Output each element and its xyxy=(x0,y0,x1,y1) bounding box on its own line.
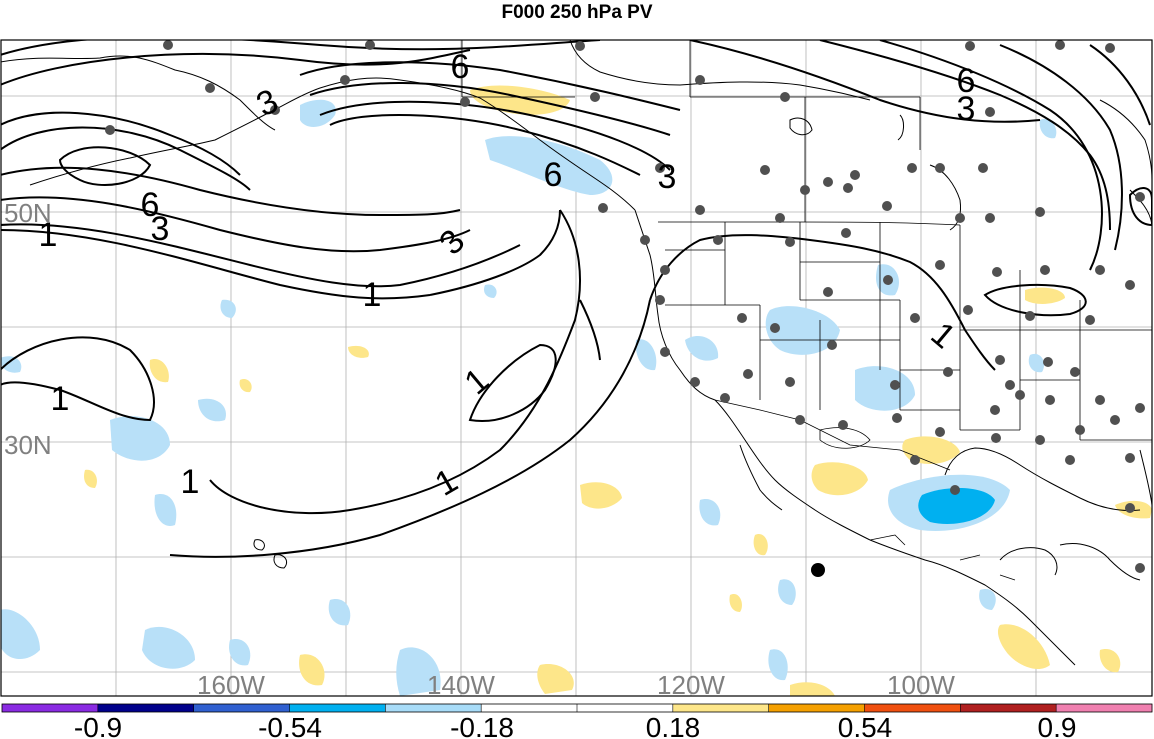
colorbar-segment xyxy=(97,704,195,712)
colorbar-labels: -0.9 -0.54 -0.18 0.18 0.54 0.9 xyxy=(74,712,1077,739)
contour-label: 1 xyxy=(457,361,496,402)
contour-label: 1 xyxy=(39,216,58,254)
contour-label: 3 xyxy=(658,158,677,196)
contour-label: 6 xyxy=(141,186,160,224)
colorbar-segment xyxy=(1056,704,1153,712)
contour-label: 3 xyxy=(251,82,284,124)
lon-label-140w: 140W xyxy=(427,670,495,700)
map-title: F000 250 hPa PV xyxy=(501,2,653,23)
colorbar-segment xyxy=(385,704,482,712)
pv-shading-strong-negative xyxy=(918,488,995,524)
colorbar-segment xyxy=(481,704,578,712)
lon-label-160w: 160W xyxy=(197,670,265,700)
lat-label-50n: 50N xyxy=(4,198,52,228)
station-dots xyxy=(105,40,1145,573)
marker-point xyxy=(811,563,825,577)
contour-label: 3 xyxy=(957,90,976,128)
colorbar-segment xyxy=(672,704,770,712)
map-frame xyxy=(0,39,1153,697)
colorbar-segment xyxy=(289,704,386,712)
contour-label: 6 xyxy=(451,48,470,86)
contour-label: 3 xyxy=(151,210,170,248)
colorbar-tick-label: 0.9 xyxy=(1038,712,1077,739)
colorbar-segment xyxy=(193,704,290,712)
colorbar-segment xyxy=(864,704,961,712)
coastlines xyxy=(1,40,1152,666)
colorbar-tick-label: 0.18 xyxy=(646,712,701,739)
contour-label: 1 xyxy=(429,461,464,503)
contour-label: 3 xyxy=(432,222,472,262)
lon-label-100w: 100W xyxy=(887,670,955,700)
contour-label: 1 xyxy=(181,463,200,501)
colorbar-tick-label: -0.9 xyxy=(74,712,122,739)
contour-label: 6 xyxy=(544,156,563,194)
colorbar-tick-label: -0.18 xyxy=(450,712,514,739)
colorbar-segment xyxy=(577,704,674,712)
lat-label-30n: 30N xyxy=(4,430,52,460)
lon-label-120w: 120W xyxy=(657,670,725,700)
colorbar-segment xyxy=(768,704,865,712)
contour-label: 1 xyxy=(363,276,382,314)
contour-label: 6 xyxy=(957,62,976,100)
colorbar-frame xyxy=(1,703,1153,713)
colorbar-segment xyxy=(2,704,99,712)
contour-label: 1 xyxy=(924,315,963,356)
colorbar-tick-label: 0.54 xyxy=(838,712,893,739)
political-borders xyxy=(461,40,1152,581)
colorbar-segment xyxy=(960,704,1057,712)
colorbar xyxy=(2,704,1153,712)
contour-label: 1 xyxy=(51,380,70,418)
colorbar-tick-label: -0.54 xyxy=(258,712,322,739)
